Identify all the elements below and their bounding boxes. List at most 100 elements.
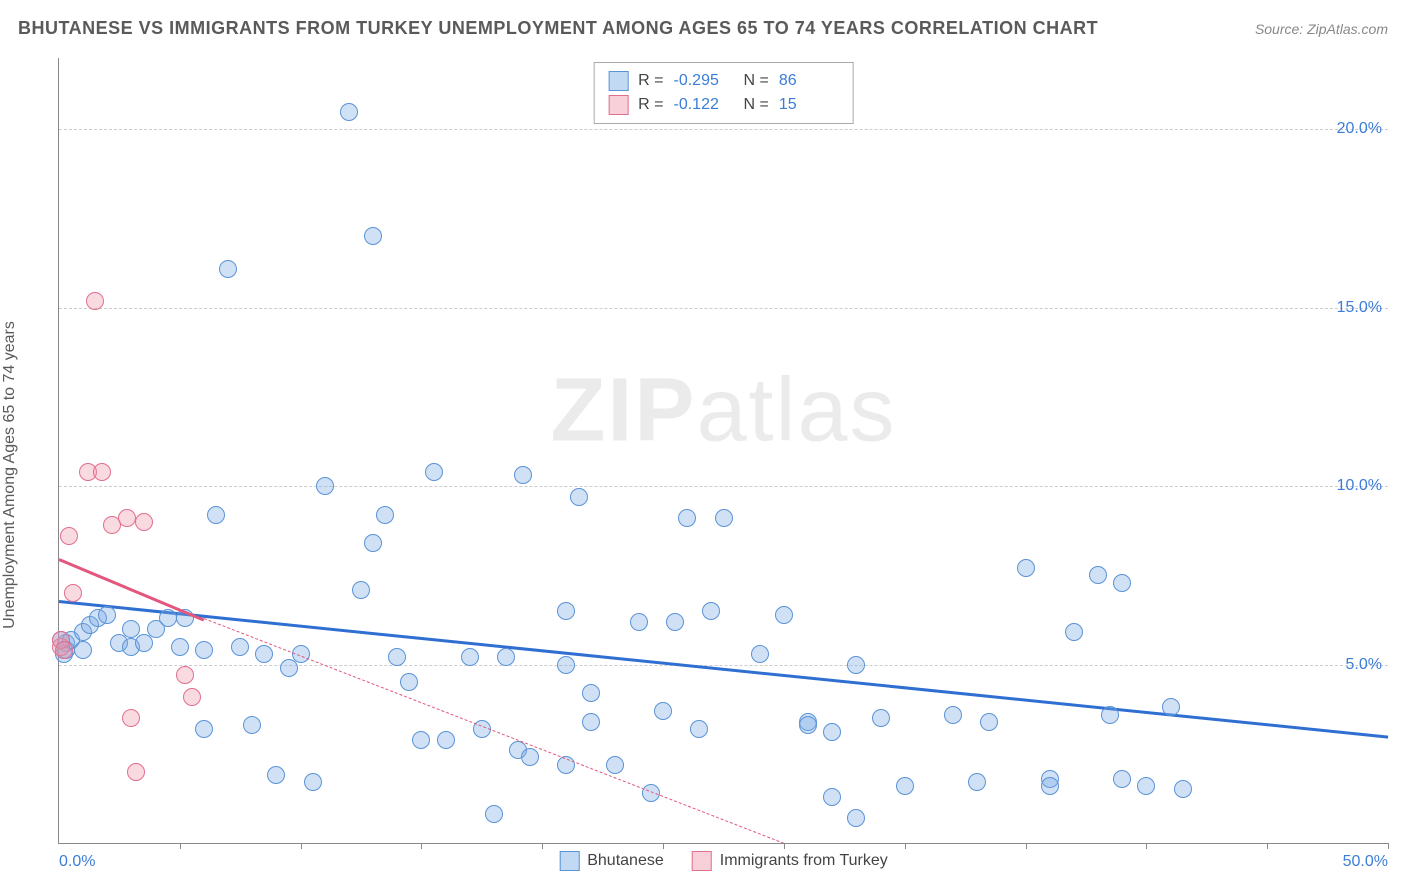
y-tick-label: 10.0% bbox=[1337, 477, 1382, 495]
data-point bbox=[497, 648, 515, 666]
data-point bbox=[425, 463, 443, 481]
data-point bbox=[1017, 559, 1035, 577]
y-axis-title: Unemployment Among Ages 65 to 74 years bbox=[1, 321, 19, 629]
stats-row: R =-0.122N =15 bbox=[608, 93, 839, 117]
data-point bbox=[775, 606, 793, 624]
data-point bbox=[666, 613, 684, 631]
data-point bbox=[968, 773, 986, 791]
watermark-zip: ZIP bbox=[550, 361, 696, 461]
data-point bbox=[654, 702, 672, 720]
data-point bbox=[630, 613, 648, 631]
data-point bbox=[255, 645, 273, 663]
data-point bbox=[127, 763, 145, 781]
data-point bbox=[231, 638, 249, 656]
chart-title: BHUTANESE VS IMMIGRANTS FROM TURKEY UNEM… bbox=[18, 18, 1098, 39]
data-point bbox=[678, 509, 696, 527]
data-point bbox=[521, 748, 539, 766]
data-point bbox=[316, 477, 334, 495]
data-point bbox=[799, 716, 817, 734]
n-value: 86 bbox=[779, 72, 839, 90]
data-point bbox=[437, 731, 455, 749]
data-point bbox=[1137, 777, 1155, 795]
data-point bbox=[195, 641, 213, 659]
data-point bbox=[280, 659, 298, 677]
data-point bbox=[1174, 780, 1192, 798]
watermark-atlas: atlas bbox=[696, 361, 896, 461]
r-value: -0.122 bbox=[674, 96, 734, 114]
r-value: -0.295 bbox=[674, 72, 734, 90]
data-point bbox=[944, 706, 962, 724]
gridline bbox=[59, 308, 1388, 309]
data-point bbox=[485, 805, 503, 823]
r-label: R = bbox=[638, 72, 663, 90]
gridline bbox=[59, 486, 1388, 487]
x-tick bbox=[1267, 843, 1268, 849]
x-tick bbox=[1388, 843, 1389, 849]
legend-swatch bbox=[608, 95, 628, 115]
data-point bbox=[980, 713, 998, 731]
x-tick bbox=[784, 843, 785, 849]
data-point bbox=[570, 488, 588, 506]
legend-label: Bhutanese bbox=[587, 852, 664, 870]
y-tick-label: 15.0% bbox=[1337, 299, 1382, 317]
data-point bbox=[702, 602, 720, 620]
data-point bbox=[896, 777, 914, 795]
source-label: Source: ZipAtlas.com bbox=[1255, 21, 1388, 37]
data-point bbox=[183, 688, 201, 706]
data-point bbox=[690, 720, 708, 738]
data-point bbox=[171, 638, 189, 656]
gridline bbox=[59, 129, 1388, 130]
x-tick bbox=[1146, 843, 1147, 849]
data-point bbox=[847, 809, 865, 827]
data-point bbox=[823, 788, 841, 806]
data-point bbox=[86, 292, 104, 310]
data-point bbox=[388, 648, 406, 666]
legend-item: Bhutanese bbox=[559, 851, 664, 871]
data-point bbox=[304, 773, 322, 791]
legend-swatch bbox=[692, 851, 712, 871]
watermark: ZIPatlas bbox=[550, 360, 896, 463]
y-tick-label: 20.0% bbox=[1337, 120, 1382, 138]
x-tick bbox=[905, 843, 906, 849]
x-tick bbox=[663, 843, 664, 849]
data-point bbox=[176, 666, 194, 684]
data-point bbox=[74, 641, 92, 659]
data-point bbox=[219, 260, 237, 278]
data-point bbox=[64, 584, 82, 602]
data-point bbox=[823, 723, 841, 741]
data-point bbox=[118, 509, 136, 527]
data-point bbox=[582, 713, 600, 731]
data-point bbox=[267, 766, 285, 784]
data-point bbox=[1089, 566, 1107, 584]
x-tick bbox=[180, 843, 181, 849]
data-point bbox=[606, 756, 624, 774]
data-point bbox=[55, 641, 73, 659]
data-point bbox=[1041, 777, 1059, 795]
x-axis-max-label: 50.0% bbox=[1343, 853, 1388, 871]
data-point bbox=[376, 506, 394, 524]
data-point bbox=[340, 103, 358, 121]
x-tick bbox=[421, 843, 422, 849]
correlation-stats-box: R =-0.295N =86R =-0.122N =15 bbox=[593, 62, 854, 124]
y-tick-label: 5.0% bbox=[1346, 656, 1382, 674]
data-point bbox=[98, 606, 116, 624]
data-point bbox=[364, 534, 382, 552]
data-point bbox=[557, 656, 575, 674]
data-point bbox=[751, 645, 769, 663]
chart-wrapper: Unemployment Among Ages 65 to 74 years Z… bbox=[18, 58, 1388, 874]
chart-header: BHUTANESE VS IMMIGRANTS FROM TURKEY UNEM… bbox=[18, 18, 1388, 39]
r-label: R = bbox=[638, 96, 663, 114]
series-legend: Bhutanese Immigrants from Turkey bbox=[559, 851, 888, 871]
data-point bbox=[1113, 574, 1131, 592]
data-point bbox=[159, 609, 177, 627]
legend-item: Immigrants from Turkey bbox=[692, 851, 888, 871]
data-point bbox=[847, 656, 865, 674]
data-point bbox=[400, 673, 418, 691]
data-point bbox=[412, 731, 430, 749]
data-point bbox=[872, 709, 890, 727]
data-point bbox=[195, 720, 213, 738]
data-point bbox=[135, 513, 153, 531]
plot-area: ZIPatlas 0.0% 50.0% R =-0.295N =86R =-0.… bbox=[58, 58, 1388, 844]
legend-swatch bbox=[608, 71, 628, 91]
x-axis-min-label: 0.0% bbox=[59, 853, 95, 871]
